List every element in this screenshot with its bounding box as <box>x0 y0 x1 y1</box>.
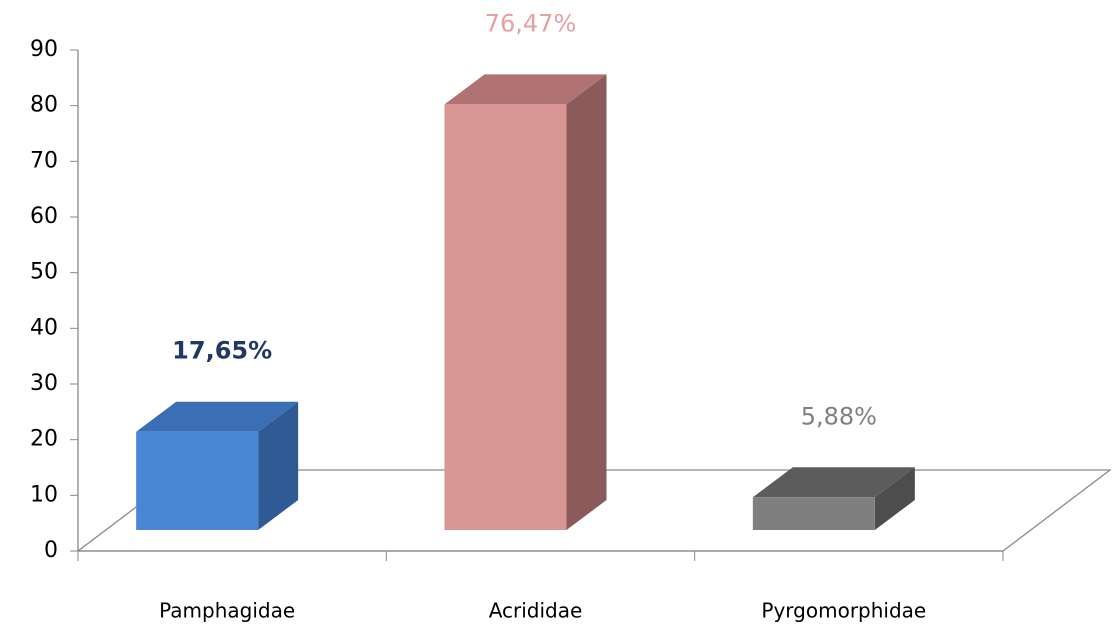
bar-side <box>258 401 299 530</box>
bar <box>752 497 875 530</box>
y-tick-label: 10 <box>30 482 58 507</box>
x-tick-label: Pamphagidae <box>159 599 295 623</box>
data-label: 17,65% <box>172 337 272 365</box>
bar-side <box>874 467 915 530</box>
y-tick-label: 90 <box>30 37 58 62</box>
x-tick-label: Pyrgomorphidae <box>761 599 926 623</box>
bar <box>444 104 567 530</box>
bar-top <box>752 467 915 498</box>
bar <box>136 431 259 530</box>
data-label: 5,88% <box>801 402 877 430</box>
bar-side <box>566 74 607 530</box>
y-tick-label: 60 <box>30 204 58 229</box>
x-tick-label: Acrididae <box>489 599 583 623</box>
y-tick-label: 70 <box>30 148 58 173</box>
y-tick-label: 0 <box>44 538 58 563</box>
y-tick-label: 80 <box>30 93 58 118</box>
bar-top <box>136 401 299 432</box>
y-tick-label: 30 <box>30 371 58 396</box>
y-tick-label: 50 <box>30 260 58 285</box>
y-tick-label: 20 <box>30 427 58 452</box>
bar-top <box>444 74 607 105</box>
y-tick-label: 40 <box>30 315 58 340</box>
data-label: 76,47% <box>485 9 577 37</box>
